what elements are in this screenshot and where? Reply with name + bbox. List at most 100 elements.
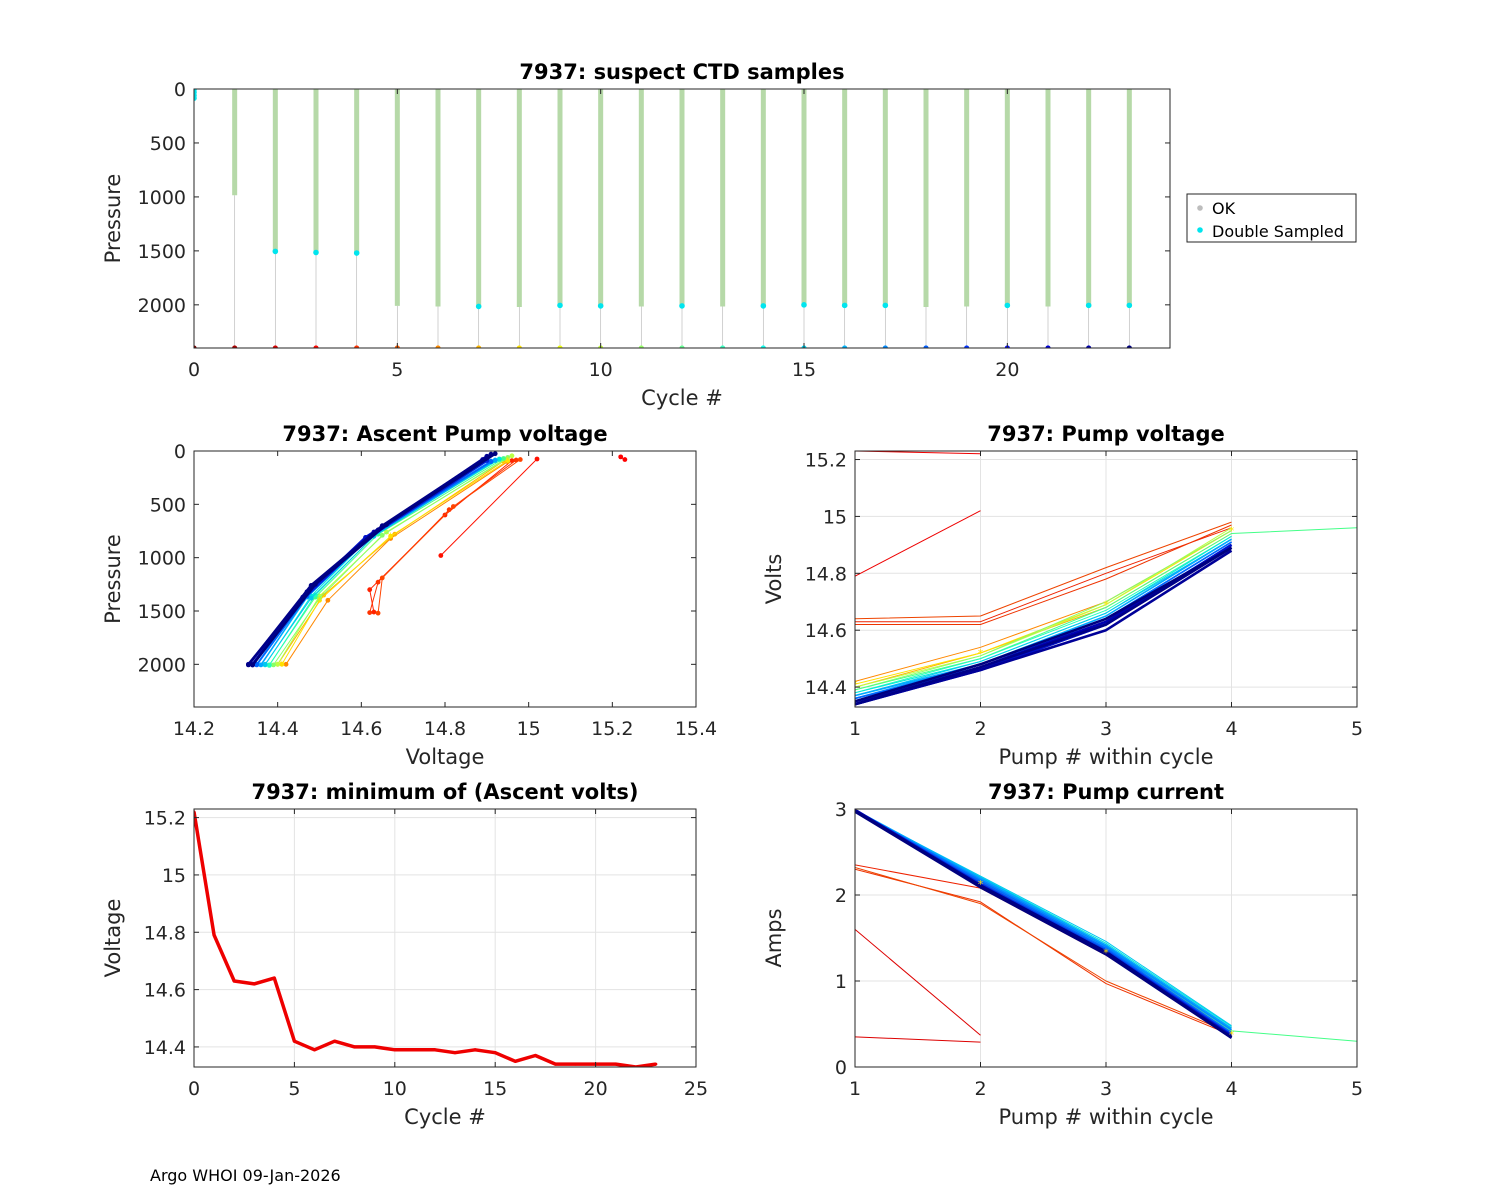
y-tick-label: 15 — [823, 506, 847, 528]
highlight-marker: * — [1103, 947, 1109, 960]
cycle-marker — [882, 345, 888, 348]
legend-double-marker — [1197, 227, 1203, 233]
double-sampled-point — [475, 303, 482, 310]
series-point — [450, 504, 456, 509]
series-point — [367, 587, 373, 593]
double-sampled-point — [760, 303, 767, 309]
series-line-cycle-5 — [285, 461, 508, 665]
highlight-marker: * — [1229, 525, 1235, 538]
x-tick-label: 10 — [589, 359, 613, 381]
cycle-marker — [354, 345, 360, 348]
series-line-cycle-4 — [855, 521, 1232, 620]
min-voltage-point — [654, 1062, 658, 1066]
min-voltage-point — [393, 1048, 397, 1052]
highlight-marker: * — [852, 678, 858, 691]
x-tick-label: 20 — [584, 1078, 608, 1100]
x-tick-label: 14.4 — [257, 718, 299, 740]
x-axis-label: Voltage — [406, 745, 485, 769]
chart-ctd: 0 5 10 15 20 0 500 1000 1500 2000 7937: suspect CT… — [101, 60, 1171, 410]
series-point — [254, 662, 260, 668]
y-tick-label: 0 — [835, 1057, 847, 1079]
series-line-cycle-13 — [855, 538, 1232, 697]
legend-ok-marker — [1197, 205, 1203, 211]
axes-frame — [193, 88, 1171, 349]
series-point — [258, 662, 264, 668]
y-tick-label: 1000 — [138, 548, 186, 570]
legend-box — [1186, 193, 1357, 243]
series-line-cycle-14 — [855, 538, 1232, 697]
series-point — [446, 507, 452, 513]
min-voltage-point — [433, 1048, 437, 1052]
series-point — [275, 661, 281, 667]
chart-title: 7937: Pump voltage — [987, 422, 1225, 446]
cycle-marker — [964, 345, 970, 348]
series-line-cycle-7 — [281, 460, 508, 665]
series-point — [283, 661, 289, 667]
series-point — [367, 610, 373, 615]
x-tick-label: 2 — [974, 1078, 986, 1100]
series-point — [379, 575, 385, 581]
axes-frame — [193, 808, 697, 1068]
series-line-cycle-9 — [273, 456, 508, 666]
series-line-cycle-23 — [855, 810, 1233, 1039]
chart-title: 7937: minimum of (Ascent volts) — [251, 780, 638, 804]
y-tick-label: 14.8 — [144, 922, 186, 944]
min-voltage-point — [553, 1062, 557, 1066]
y-axis-label: Voltage — [101, 899, 125, 978]
y-tick-label: 15.2 — [144, 808, 186, 830]
y-tick-label: 1000 — [138, 187, 186, 209]
min-voltage-point — [513, 1059, 517, 1063]
y-axis-label: Pressure — [101, 174, 125, 264]
highlight-marker: * — [317, 594, 323, 607]
series-line-cycle-23 — [855, 546, 1233, 703]
y-tick-label: 15.2 — [805, 450, 847, 472]
plot-marks: * * * * — [245, 451, 628, 671]
min-voltage-point — [493, 1051, 497, 1055]
x-tick-label: 3 — [1100, 1078, 1112, 1100]
series-point — [271, 662, 276, 668]
double-sampled-point — [313, 249, 319, 256]
plot-marks: * * * * — [852, 451, 1357, 706]
highlight-marker: * — [1103, 599, 1109, 612]
min-voltage-point — [212, 933, 216, 937]
series-line-cycle-2 — [855, 527, 1232, 623]
x-tick-label: 5 — [1351, 1078, 1363, 1100]
double-sampled-point — [597, 303, 604, 309]
x-tick-label: 14.6 — [340, 718, 382, 740]
min-voltage-point — [614, 1062, 618, 1066]
x-tick-label: 25 — [684, 1078, 708, 1100]
x-tick-label: 10 — [383, 1078, 407, 1100]
series-point — [250, 662, 255, 668]
double-sampled-point — [1126, 302, 1133, 309]
chart-ascent: * * * * 14.2 14.4 14.6 14.8 15 15.2 15.4 0 500 1000 15… — [101, 422, 717, 769]
series-point — [622, 457, 628, 462]
x-axis-label: Cycle # — [404, 1105, 486, 1129]
min-voltage-point — [292, 1039, 296, 1043]
series-point — [438, 553, 444, 558]
series-point — [279, 661, 285, 667]
min-voltage-point — [272, 976, 276, 980]
y-tick-label: 14.4 — [805, 677, 847, 699]
chart-title: 7937: Pump current — [988, 780, 1224, 804]
x-axis-label: Cycle # — [641, 386, 723, 410]
series-line-cycle-0 — [855, 1036, 981, 1043]
series-point — [266, 663, 272, 668]
double-sampled-point — [272, 248, 279, 255]
x-tick-label: 15.2 — [591, 718, 633, 740]
cycle-marker — [516, 345, 522, 348]
y-axis-label: Amps — [762, 908, 786, 967]
cycle-marker — [557, 345, 563, 348]
series-line-cycle-22 — [855, 546, 1233, 706]
cycle-marker — [923, 345, 929, 348]
series-point — [312, 581, 318, 587]
series-point — [492, 457, 498, 463]
series-line-cycle-4 — [855, 867, 1232, 1034]
chart-title: 7937: suspect CTD samples — [519, 60, 844, 84]
plot-marks — [194, 89, 1133, 348]
series-point — [496, 456, 502, 462]
series-point — [388, 533, 394, 539]
min-voltage-point — [533, 1054, 537, 1058]
x-tick-label: 0 — [188, 1078, 200, 1100]
